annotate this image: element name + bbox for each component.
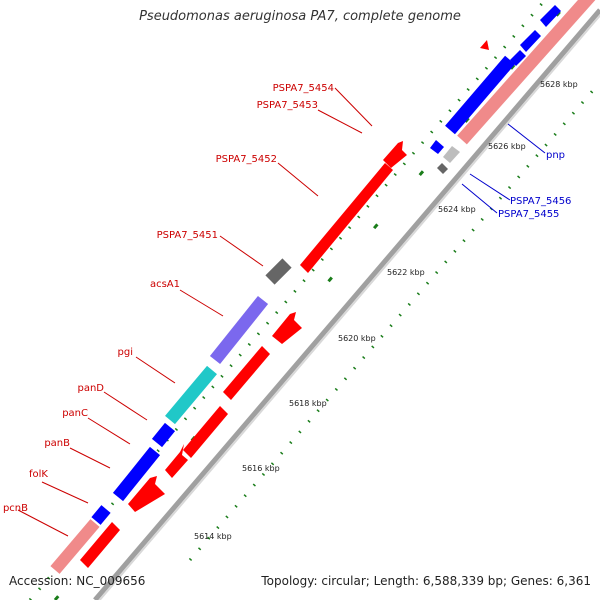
gene-labels-right: pnp PSPA7_5456 PSPA7_5455 xyxy=(498,150,571,220)
gene-acsA1-fwd xyxy=(272,312,302,344)
label-PSPA7_5455: PSPA7_5455 xyxy=(498,209,559,220)
tick-line-inner xyxy=(188,87,597,561)
gene-upper-blue-3 xyxy=(540,5,561,27)
label-PSPA7_5454: PSPA7_5454 xyxy=(273,83,334,94)
gene-PSPA7_5453 xyxy=(383,141,407,168)
feature-pink-lower xyxy=(50,519,100,574)
gene-upper-blue-1 xyxy=(510,50,526,66)
label-PSPA7_5456: PSPA7_5456 xyxy=(510,196,571,207)
gene-PSPA7_5456 xyxy=(430,140,444,154)
gene-folK xyxy=(112,446,161,502)
gene-labels-left: pcnB folK panB panC panD pgi acsA1 PSPA7… xyxy=(3,83,334,514)
genome-backbone-edge xyxy=(98,13,600,600)
leader-lines-left xyxy=(17,87,373,537)
label-folK: folK xyxy=(29,469,48,480)
gene-PSPA7_5452 xyxy=(300,163,393,273)
kbp-label-5616: 5616 kbp xyxy=(242,464,280,473)
gene-pcnB xyxy=(80,522,120,568)
label-panC: panC xyxy=(62,408,88,419)
gene-PSPA7_5456-grey xyxy=(443,146,460,163)
feature-blue-lower xyxy=(91,505,111,525)
gene-pnp xyxy=(445,55,515,135)
label-pnp: pnp xyxy=(546,150,565,161)
gene-panB xyxy=(151,422,176,448)
gene-panD xyxy=(165,444,188,478)
tick-line-outer xyxy=(28,0,547,600)
kbp-label-5614: 5614 kbp xyxy=(194,532,232,541)
gene-upper-blue-2 xyxy=(520,30,541,52)
kbp-label-5626: 5626 kbp xyxy=(488,142,526,151)
label-PSPA7_5451: PSPA7_5451 xyxy=(157,230,218,241)
kbp-label-5622: 5622 kbp xyxy=(387,268,425,277)
topology-label: Topology: circular; Length: 6,588,339 bp… xyxy=(261,574,591,588)
gene-acsA1 xyxy=(209,295,269,365)
kbp-label-5620: 5620 kbp xyxy=(338,334,376,343)
gene-pgi-fwd xyxy=(223,346,270,400)
gene-panC xyxy=(128,476,165,512)
kbp-label-5618: 5618 kbp xyxy=(289,399,327,408)
gene-PSPA7_5451 xyxy=(265,258,292,285)
label-panB: panB xyxy=(44,438,70,449)
gene-pgi xyxy=(165,365,217,425)
label-acsA1: acsA1 xyxy=(150,279,180,290)
gene-upper-red xyxy=(480,40,489,50)
kbp-labels: 5614 kbp 5616 kbp 5618 kbp 5620 kbp 5622… xyxy=(194,80,578,541)
feature-pink-upper xyxy=(457,0,596,145)
forward-genes xyxy=(80,141,407,568)
label-PSPA7_5452: PSPA7_5452 xyxy=(216,154,277,165)
label-pcnB: pcnB xyxy=(3,503,28,514)
gene-panD-b xyxy=(183,406,228,458)
gene-PSPA7_5455 xyxy=(437,163,448,174)
label-panD: panD xyxy=(77,383,104,394)
genome-backbone xyxy=(93,8,600,600)
label-pgi: pgi xyxy=(118,347,133,358)
leader-lines-right xyxy=(461,123,546,214)
accession-label: Accession: NC_009656 xyxy=(9,574,146,588)
kbp-label-5624: 5624 kbp xyxy=(438,205,476,214)
label-PSPA7_5453: PSPA7_5453 xyxy=(257,100,318,111)
genome-title: Pseudomonas aeruginosa PA7, complete gen… xyxy=(139,9,461,24)
kbp-label-5628: 5628 kbp xyxy=(540,80,578,89)
